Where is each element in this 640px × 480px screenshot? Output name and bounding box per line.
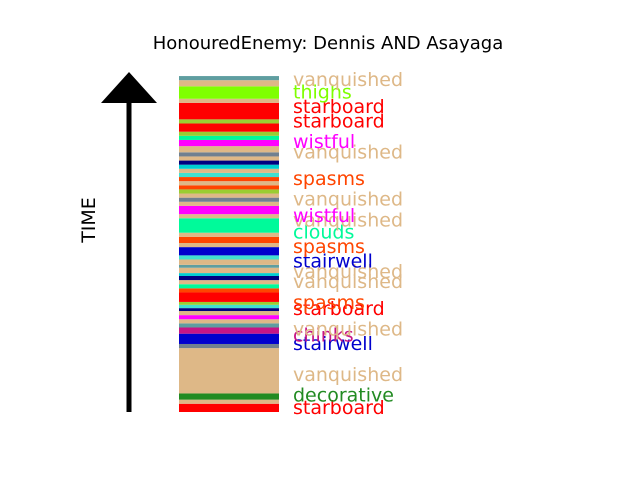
band-navy-18 bbox=[179, 275, 279, 281]
band-yellowgreen-13 bbox=[179, 301, 279, 305]
band-gray-43 bbox=[179, 152, 279, 157]
band-navy-11 bbox=[179, 308, 279, 312]
band-aqua-38 bbox=[179, 172, 279, 178]
band-gray-32 bbox=[179, 197, 279, 202]
band-vanquished-36 bbox=[179, 181, 279, 186]
band-vanquished-1 bbox=[179, 399, 279, 404]
band-stairwell-5 bbox=[179, 333, 279, 344]
band-vanquished-25 bbox=[179, 243, 279, 248]
band-label-chinks-4: chinks bbox=[293, 325, 354, 347]
band-vanquished-3 bbox=[179, 348, 279, 394]
chart-title: HonouredEnemy: Dennis AND Asayaga bbox=[153, 33, 503, 54]
band-starboard-0 bbox=[179, 403, 279, 412]
band-label-vanquished-15: vanquished bbox=[293, 189, 403, 211]
band-label-stairwell-3: stairwell bbox=[293, 333, 373, 355]
band-vanquished-17 bbox=[179, 280, 279, 285]
band-starboard-14 bbox=[179, 292, 279, 302]
band-aqua-12 bbox=[179, 304, 279, 309]
band-label-vanquished-5: vanquished bbox=[293, 319, 403, 341]
band-label-vanquished-2: vanquished bbox=[293, 364, 403, 386]
band-label-wistful-18: wistful bbox=[293, 131, 355, 153]
band-yellowgreen-49 bbox=[179, 119, 279, 124]
band-vanquished-20 bbox=[179, 267, 279, 274]
band-vanquished-22 bbox=[179, 259, 279, 265]
band-label-vanquished-8: vanquished bbox=[293, 271, 403, 293]
band-spasms-35 bbox=[179, 185, 279, 190]
time-arrow bbox=[101, 72, 157, 412]
band-spasms-37 bbox=[179, 177, 279, 182]
band-thighs-52 bbox=[179, 86, 279, 99]
band-cyan-40 bbox=[179, 164, 279, 169]
band-label-wistful-14: wistful bbox=[293, 205, 355, 227]
band-vanquished-33 bbox=[179, 193, 279, 198]
band-clouds-28 bbox=[179, 218, 279, 233]
band-label-vanquished-17: vanquished bbox=[293, 141, 403, 163]
band-label-starboard-19: starboard bbox=[293, 110, 385, 132]
band-label-starboard-6: starboard bbox=[293, 298, 385, 320]
color-band-stack bbox=[179, 76, 279, 412]
y-axis-label: TIME bbox=[78, 197, 100, 244]
band-vanquished-27 bbox=[179, 232, 279, 237]
band-label-decorative-1: decorative bbox=[293, 385, 394, 407]
band-stairwell-24 bbox=[179, 247, 279, 256]
band-label-spasms-11: spasms bbox=[293, 236, 365, 258]
band-yellowgreen-34 bbox=[179, 189, 279, 194]
band-label-thighs-21: thighs bbox=[293, 82, 352, 104]
band-label-clouds-12: clouds bbox=[293, 222, 354, 244]
band-teal-21 bbox=[179, 264, 279, 268]
band-spasms-15 bbox=[179, 288, 279, 293]
band-vanquished-44 bbox=[179, 146, 279, 153]
band-aqua-23 bbox=[179, 255, 279, 260]
band-wistful-45 bbox=[179, 139, 279, 147]
band-vanquished-10 bbox=[179, 311, 279, 316]
band-yellowgreen-47 bbox=[179, 131, 279, 136]
band-cyan-19 bbox=[179, 273, 279, 276]
band-teal-54 bbox=[179, 76, 279, 81]
band-spasms-26 bbox=[179, 236, 279, 243]
band-navy-41 bbox=[179, 160, 279, 165]
band-label-starboard-0: starboard bbox=[293, 397, 385, 419]
band-vanquished-39 bbox=[179, 168, 279, 173]
time-arrow-head bbox=[101, 72, 157, 103]
band-gray-4 bbox=[179, 343, 279, 349]
band-starboard-50 bbox=[179, 102, 279, 120]
band-label-vanquished-22: vanquished bbox=[293, 69, 403, 91]
band-vanquished-8 bbox=[179, 319, 279, 324]
band-vanquished-53 bbox=[179, 80, 279, 87]
band-label-starboard-20: starboard bbox=[293, 96, 385, 118]
band-vanquished-51 bbox=[179, 98, 279, 103]
band-label-stairwell-10: stairwell bbox=[293, 251, 373, 273]
band-label-vanquished-13: vanquished bbox=[293, 209, 403, 231]
band-starboard-48 bbox=[179, 123, 279, 132]
band-chinks-6 bbox=[179, 327, 279, 334]
band-clouds-16 bbox=[179, 284, 279, 289]
band-wistful-9 bbox=[179, 315, 279, 320]
band-labels: starboarddecorativevanquishedstairwellch… bbox=[293, 69, 403, 419]
band-clouds-46 bbox=[179, 135, 279, 140]
band-wistful-30 bbox=[179, 205, 279, 215]
band-vanquished-29 bbox=[179, 214, 279, 219]
band-vanquished-31 bbox=[179, 201, 279, 206]
band-teal-7 bbox=[179, 323, 279, 328]
band-label-spasms-7: spasms bbox=[293, 292, 365, 314]
band-vanquished-42 bbox=[179, 156, 279, 161]
band-label-vanquished-9: vanquished bbox=[293, 261, 403, 283]
band-label-spasms-16: spasms bbox=[293, 168, 365, 190]
band-decorative-2 bbox=[179, 393, 279, 400]
